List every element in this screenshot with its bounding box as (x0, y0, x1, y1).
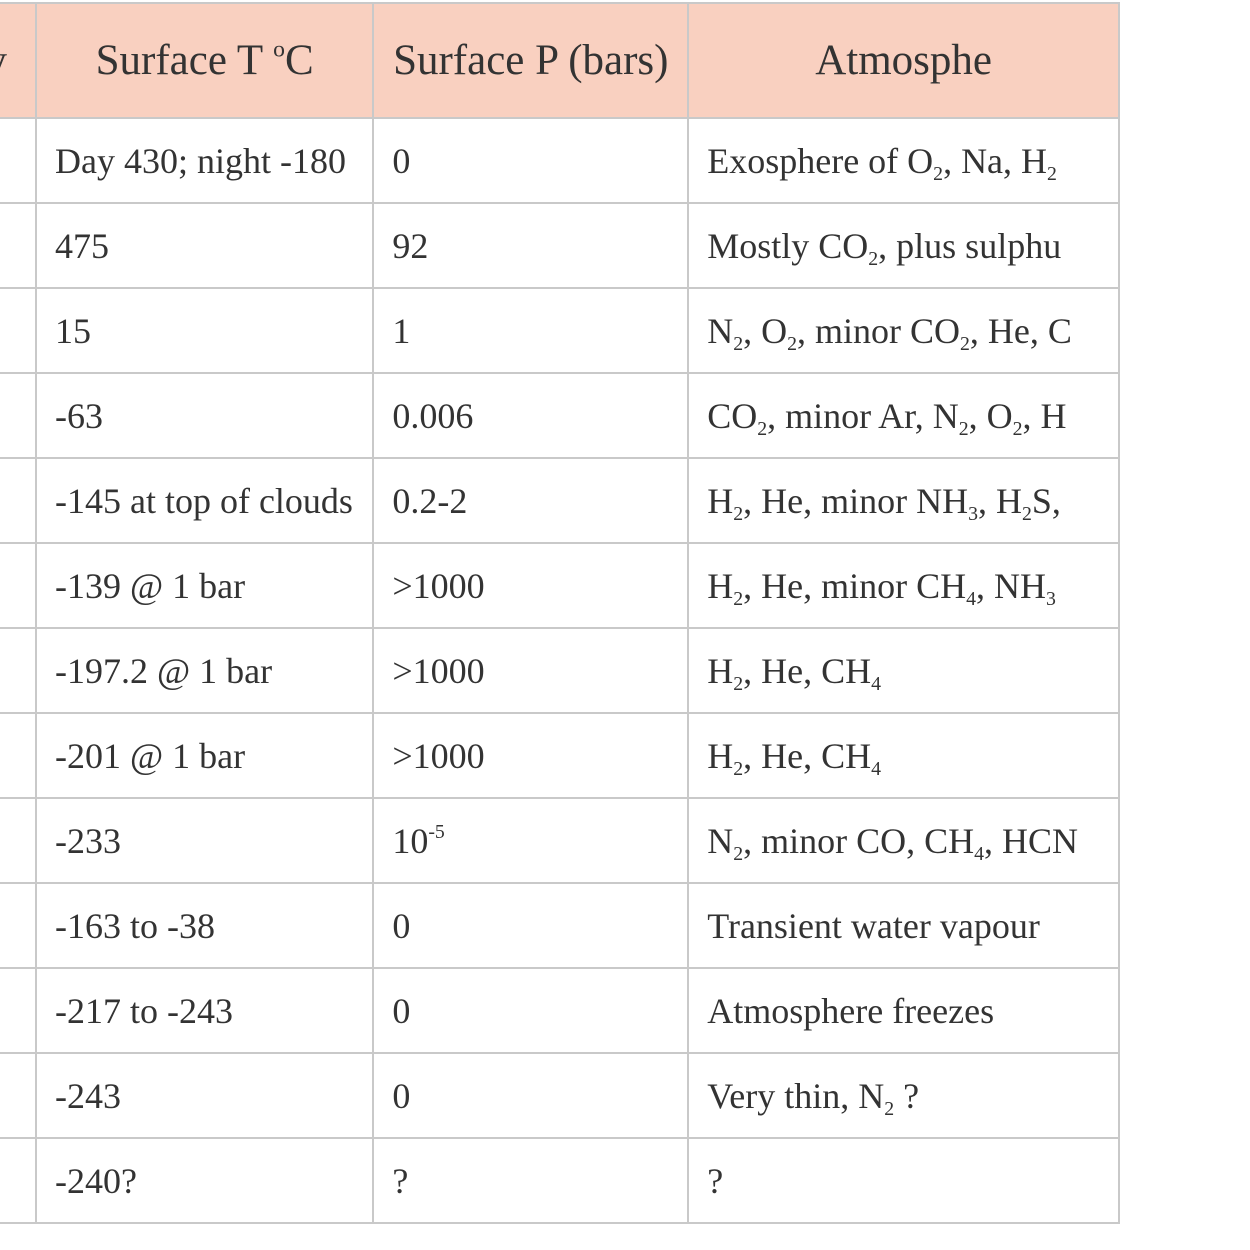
table-body: Day 430; night -180 0 Exosphere of O2, Na,… (0, 117, 1120, 1224)
table-row: -139 @ 1 bar >1000 H2, He, minor CH4, NH3 (0, 542, 1120, 629)
atmosphere-cell: H2, He, CH4 (687, 627, 1120, 714)
atmosphere-cell: H2, He, minor CH4, NH3 (687, 542, 1120, 629)
table-row: -201 @ 1 bar >1000 H2, He, CH4 (0, 712, 1120, 799)
surface-pressure-cell: 0.2-2 (372, 457, 690, 544)
body-cell (0, 457, 37, 544)
atmosphere-cell: Transient water vapour (687, 882, 1120, 969)
table-row: -233 10-5 N2, minor CO, CH4, HCN (0, 797, 1120, 884)
table-row: -197.2 @ 1 bar >1000 H2, He, CH4 (0, 627, 1120, 714)
surface-pressure-cell: >1000 (372, 542, 690, 629)
surface-pressure-cell: 0 (372, 967, 690, 1054)
body-cell (0, 117, 37, 204)
surface-temperature-cell: -240? (34, 1137, 375, 1224)
body-cell (0, 287, 37, 374)
surface-pressure-cell: >1000 (372, 712, 690, 799)
atmosphere-cell: Exosphere of O2, Na, H2 (687, 117, 1120, 204)
surface-temperature-cell: -139 @ 1 bar (34, 542, 375, 629)
surface-temperature-cell: -201 @ 1 bar (34, 712, 375, 799)
header-body: body (0, 2, 37, 119)
body-cell (0, 372, 37, 459)
surface-temperature-cell: -197.2 @ 1 bar (34, 627, 375, 714)
body-cell (0, 712, 37, 799)
surface-pressure-cell: 0 (372, 1052, 690, 1139)
header-surface-pressure: Surface P (bars) (372, 2, 690, 119)
surface-pressure-cell: 0 (372, 882, 690, 969)
body-cell (0, 627, 37, 714)
atmosphere-cell: ? (687, 1137, 1120, 1224)
body-cell (0, 797, 37, 884)
table-row: -145 at top of clouds 0.2-2 H2, He, minor … (0, 457, 1120, 544)
atmosphere-cell: N2, O2, minor CO2, He, C (687, 287, 1120, 374)
surface-temperature-cell: -233 (34, 797, 375, 884)
body-cell (0, 1052, 37, 1139)
body-cell (0, 882, 37, 969)
atmosphere-cell: N2, minor CO, CH4, HCN (687, 797, 1120, 884)
surface-temperature-cell: Day 430; night -180 (34, 117, 375, 204)
table-header: body Surface T oC Surface P (bars) Atmos… (0, 2, 1120, 119)
surface-temperature-cell: -243 (34, 1052, 375, 1139)
surface-pressure-cell: 0.006 (372, 372, 690, 459)
surface-pressure-cell: 0 (372, 117, 690, 204)
table-row: 15 1 N2, O2, minor CO2, He, C (0, 287, 1120, 374)
surface-temperature-cell: -217 to -243 (34, 967, 375, 1054)
atmosphere-cell: Very thin, N2 ? (687, 1052, 1120, 1139)
atmosphere-cell: CO2, minor Ar, N2, O2, H (687, 372, 1120, 459)
surface-pressure-cell: ? (372, 1137, 690, 1224)
body-cell (0, 1137, 37, 1224)
table-row: -240??? (0, 1137, 1120, 1224)
surface-temperature-cell: 15 (34, 287, 375, 374)
surface-pressure-cell: 10-5 (372, 797, 690, 884)
surface-temperature-cell: -63 (34, 372, 375, 459)
table-row: -163 to -38 0 Transient water vapour (0, 882, 1120, 969)
atmosphere-cell: Mostly CO2, plus sulphu (687, 202, 1120, 289)
surface-pressure-cell: 92 (372, 202, 690, 289)
table-row: -217 to -243 0 Atmosphere freezes (0, 967, 1120, 1054)
planet-atmosphere-table: body Surface T oC Surface P (bars) Atmos… (0, 2, 1120, 1224)
surface-pressure-cell: >1000 (372, 627, 690, 714)
table-row: 475 92 Mostly CO2, plus sulphu (0, 202, 1120, 289)
body-cell (0, 967, 37, 1054)
atmosphere-cell: Atmosphere freezes (687, 967, 1120, 1054)
header-surface-temperature: Surface T oC (34, 2, 375, 119)
header-atmosphere: Atmosphe (687, 2, 1120, 119)
body-cell (0, 202, 37, 289)
surface-pressure-cell: 1 (372, 287, 690, 374)
atmosphere-cell: H2, He, CH4 (687, 712, 1120, 799)
header-row: body Surface T oC Surface P (bars) Atmos… (0, 2, 1120, 119)
surface-temperature-cell: -145 at top of clouds (34, 457, 375, 544)
table-row: Day 430; night -180 0 Exosphere of O2, Na,… (0, 117, 1120, 204)
body-cell (0, 542, 37, 629)
table-row: -243 0 Very thin, N2 ? (0, 1052, 1120, 1139)
atmosphere-cell: H2, He, minor NH3, H2S, (687, 457, 1120, 544)
surface-temperature-cell: -163 to -38 (34, 882, 375, 969)
table-row: -63 0.006 CO2, minor Ar, N2, O2, H (0, 372, 1120, 459)
surface-temperature-cell: 475 (34, 202, 375, 289)
